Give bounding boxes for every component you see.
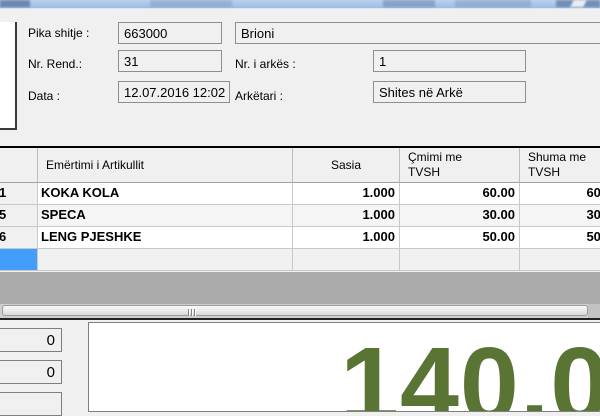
pika-shitje-name-field[interactable]: Brioni xyxy=(235,22,600,44)
data-label: Data : xyxy=(28,89,61,103)
grid-header-sum[interactable]: Shuma me TVSH xyxy=(528,150,587,179)
titlebar-artifact xyxy=(455,0,531,7)
arketari-field[interactable]: Shites në Arkë xyxy=(373,81,526,103)
counter-field-3[interactable] xyxy=(0,392,62,416)
qty-cell-empty[interactable] xyxy=(293,249,400,271)
arketari-label: Arkëtari : xyxy=(235,89,284,103)
nr-rend-field[interactable]: 31 xyxy=(118,50,222,72)
qty-cell[interactable]: 1.000 xyxy=(293,183,400,205)
totals-panel: 0 0 140.00 xyxy=(0,320,600,416)
grid-header-name[interactable]: Emërtimi i Artikullit xyxy=(38,148,293,183)
row-header-cell[interactable]: 1 xyxy=(0,183,38,205)
grid-header-rownum[interactable] xyxy=(0,148,38,183)
grid-header-price[interactable]: Çmimi me TVSH xyxy=(408,150,462,179)
qty-cell[interactable]: 1.000 xyxy=(293,227,400,249)
total-display-panel: 140.00 xyxy=(88,322,600,412)
scrollbar-track-end[interactable] xyxy=(588,304,600,318)
new-entry-row[interactable] xyxy=(0,249,600,271)
price-cell-empty[interactable] xyxy=(400,249,520,271)
horizontal-scrollbar[interactable] xyxy=(0,304,600,318)
nr-arkes-label: Nr. i arkës : xyxy=(235,57,296,71)
pika-shitje-code-field[interactable]: 663000 xyxy=(118,22,222,44)
article-name-cell[interactable]: LENG PJESHKE xyxy=(38,227,293,249)
price-cell[interactable]: 50.00 xyxy=(400,227,520,249)
pika-shitje-label: Pika shitje : xyxy=(28,26,90,40)
price-cell[interactable]: 60.00 xyxy=(400,183,520,205)
row-header-cell[interactable]: 6 xyxy=(0,227,38,249)
scrollbar-grip-icon xyxy=(188,309,200,316)
sum-cell-empty[interactable] xyxy=(520,249,600,271)
left-cropped-panel xyxy=(0,22,17,130)
sum-cell[interactable]: 60.00 xyxy=(520,183,600,205)
row-header-cell[interactable]: 5 xyxy=(0,205,38,227)
article-name-cell[interactable]: SPECA xyxy=(38,205,293,227)
nr-rend-label: Nr. Rend.: xyxy=(28,57,83,71)
splitter-band xyxy=(0,272,600,304)
scrollbar-thumb[interactable] xyxy=(2,305,588,316)
counter-field-1[interactable]: 0 xyxy=(0,328,62,352)
grid-header-row: Emërtimi i Artikullit Sasia Çmimi me TVS… xyxy=(0,148,600,183)
sum-cell[interactable]: 30.00 xyxy=(520,205,600,227)
selected-row-header-cell[interactable] xyxy=(0,249,38,271)
qty-cell[interactable]: 1.000 xyxy=(293,205,400,227)
panel-divider xyxy=(0,318,600,320)
background-window-titlebar xyxy=(0,0,600,9)
titlebar-artifact xyxy=(383,0,435,7)
article-name-cell[interactable]: KOKA KOLA xyxy=(38,183,293,205)
data-field[interactable]: 12.07.2016 12:02 xyxy=(118,81,230,103)
sum-cell[interactable]: 50.00 xyxy=(520,227,600,249)
table-row[interactable]: 5 SPECA 1.000 30.00 30.00 xyxy=(0,205,600,227)
titlebar-artifact xyxy=(0,0,30,7)
article-name-cell-empty[interactable] xyxy=(38,249,293,271)
nr-arkes-field[interactable]: 1 xyxy=(373,50,526,72)
table-row[interactable]: 1 KOKA KOLA 1.000 60.00 60.00 xyxy=(0,183,600,205)
counter-field-2[interactable]: 0 xyxy=(0,360,62,384)
table-row[interactable]: 6 LENG PJESHKE 1.000 50.00 50.00 xyxy=(0,227,600,249)
grid-header-qty[interactable]: Sasia xyxy=(293,148,400,183)
titlebar-artifact xyxy=(150,0,232,7)
items-grid: Emërtimi i Artikullit Sasia Çmimi me TVS… xyxy=(0,146,600,274)
total-amount: 140.00 xyxy=(340,326,600,412)
price-cell[interactable]: 30.00 xyxy=(400,205,520,227)
